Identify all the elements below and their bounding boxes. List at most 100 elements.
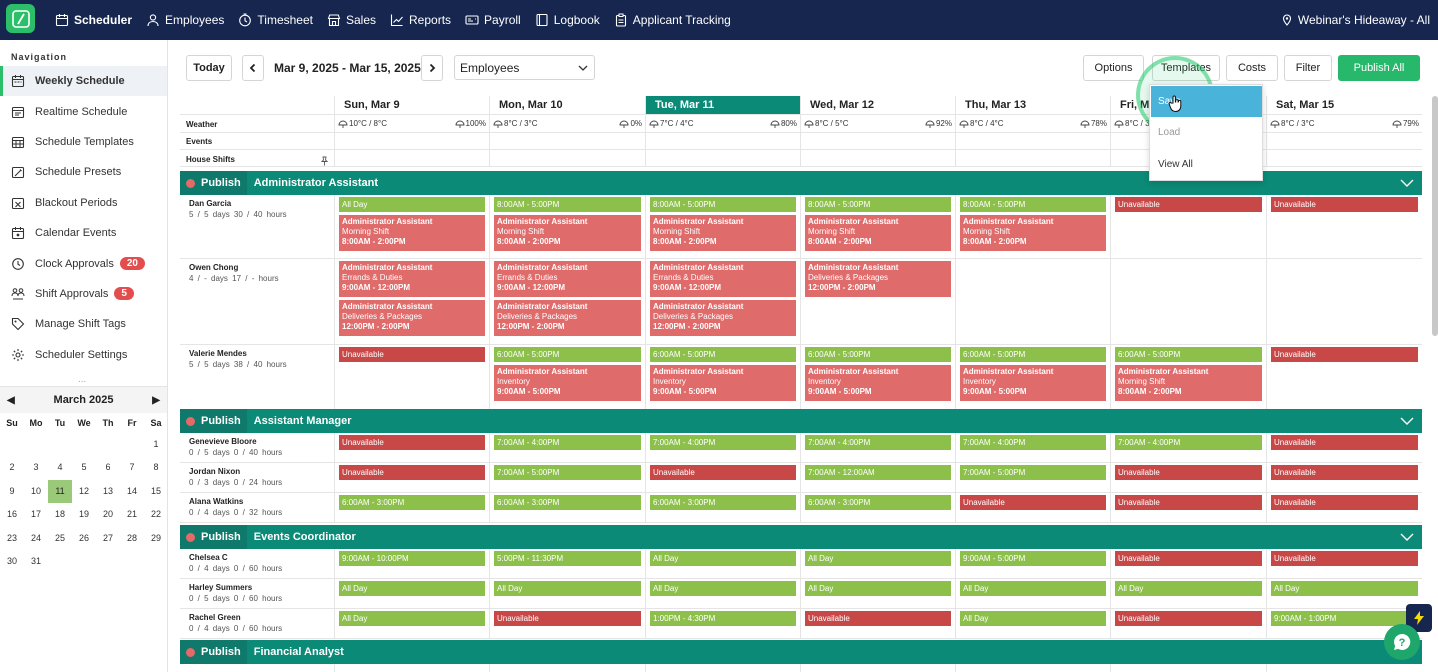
- scheduled-shift-card[interactable]: Administrator Assistant Errands & Duties 9…: [494, 261, 641, 297]
- availability-shift[interactable]: All Day: [960, 611, 1106, 626]
- unavailable-shift[interactable]: Unavailable: [339, 465, 485, 480]
- calendar-day[interactable]: 21: [126, 509, 137, 520]
- calendar-day[interactable]: 23: [6, 532, 17, 543]
- availability-shift[interactable]: All Day: [339, 197, 485, 212]
- scheduled-shift-card[interactable]: Administrator Assistant Morning Shift 8:00…: [650, 215, 796, 251]
- calendar-day[interactable]: 25: [54, 532, 65, 543]
- chevron-down-icon[interactable]: [1400, 531, 1414, 543]
- calendar-day[interactable]: 22: [150, 509, 161, 520]
- day-header[interactable]: Tue, Mar 11: [645, 96, 800, 114]
- availability-shift[interactable]: All Day: [650, 551, 796, 566]
- calendar-day[interactable]: 29: [150, 532, 161, 543]
- availability-shift[interactable]: All Day: [339, 611, 485, 626]
- group-publish-button[interactable]: Publish: [180, 640, 247, 664]
- employee-info[interactable]: Dan Garcia 5 / 5 days 30 / 40 hours: [189, 199, 287, 219]
- unavailable-shift[interactable]: Unavailable: [650, 465, 796, 480]
- scheduled-shift-card[interactable]: Administrator Assistant Deliveries & Pack…: [805, 261, 951, 297]
- availability-shift[interactable]: 8:00AM - 5:00PM: [960, 197, 1106, 212]
- availability-shift[interactable]: 6:00AM - 5:00PM: [494, 347, 641, 362]
- scheduled-shift-card[interactable]: Administrator Assistant Morning Shift 8:00…: [494, 215, 641, 251]
- availability-shift[interactable]: 8:00AM - 5:00PM: [650, 197, 796, 212]
- unavailable-shift[interactable]: Unavailable: [805, 611, 951, 626]
- unavailable-shift[interactable]: Unavailable: [1271, 495, 1418, 510]
- availability-shift[interactable]: 9:00AM - 10:00PM: [339, 551, 485, 566]
- sidebar-item-schedule-presets[interactable]: Schedule Presets: [0, 157, 167, 187]
- next-week-button[interactable]: [421, 55, 443, 81]
- unavailable-shift[interactable]: Unavailable: [1115, 465, 1262, 480]
- availability-shift[interactable]: All Day: [805, 581, 951, 596]
- calendar-day[interactable]: 11: [48, 479, 72, 504]
- availability-shift[interactable]: 5:00PM - 11:30PM: [494, 551, 641, 566]
- scheduled-shift-card[interactable]: Administrator Assistant Errands & Duties 9…: [650, 261, 796, 297]
- nav-applicant-tracking[interactable]: Applicant Tracking: [607, 0, 738, 40]
- day-header[interactable]: Sun, Mar 9: [334, 96, 489, 114]
- calendar-day[interactable]: 15: [150, 485, 161, 496]
- sidebar-item-realtime-schedule[interactable]: Realtime Schedule: [0, 96, 167, 126]
- unavailable-shift[interactable]: Unavailable: [339, 347, 485, 362]
- availability-shift[interactable]: 7:00AM - 5:00PM: [960, 465, 1106, 480]
- employee-info[interactable]: Owen Chong 4 / - days 17 / - hours: [189, 263, 279, 283]
- scheduled-shift-card[interactable]: Administrator Assistant Deliveries & Pack…: [650, 300, 796, 336]
- day-header[interactable]: Mon, Mar 10: [489, 96, 645, 114]
- sidebar-item-manage-shift-tags[interactable]: Manage Shift Tags: [0, 309, 167, 339]
- calendar-day[interactable]: 8: [153, 462, 159, 473]
- day-header[interactable]: Thu, Mar 13: [955, 96, 1110, 114]
- availability-shift[interactable]: 7:00AM - 4:00PM: [1115, 435, 1262, 450]
- availability-shift[interactable]: 1:00PM - 4:30PM: [650, 611, 796, 626]
- employee-info[interactable]: Alana Watkins 0 / 4 days 0 / 32 hours: [189, 497, 282, 517]
- availability-shift[interactable]: All Day: [494, 581, 641, 596]
- publish-all-button[interactable]: Publish All: [1338, 55, 1420, 81]
- availability-shift[interactable]: 7:00AM - 5:00PM: [494, 465, 641, 480]
- unavailable-shift[interactable]: Unavailable: [1115, 197, 1262, 212]
- calendar-day[interactable]: 7: [129, 462, 135, 473]
- availability-shift[interactable]: All Day: [1271, 581, 1418, 596]
- unavailable-shift[interactable]: Unavailable: [1115, 495, 1262, 510]
- availability-shift[interactable]: 7:00AM - 4:00PM: [650, 435, 796, 450]
- help-chat-button[interactable]: ?: [1384, 624, 1420, 660]
- unavailable-shift[interactable]: Unavailable: [1271, 551, 1418, 566]
- unavailable-shift[interactable]: Unavailable: [1271, 465, 1418, 480]
- dropdown-load-item[interactable]: Load: [1158, 127, 1181, 138]
- calendar-day[interactable]: 3: [33, 462, 39, 473]
- employee-info[interactable]: Valerie Mendes 5 / 5 days 38 / 40 hours: [189, 349, 287, 369]
- availability-shift[interactable]: 6:00AM - 3:00PM: [339, 495, 485, 510]
- group-publish-button[interactable]: Publish: [180, 409, 247, 433]
- calendar-day[interactable]: 30: [6, 555, 17, 566]
- scheduled-shift-card[interactable]: Administrator Assistant Inventory 9:00AM -…: [960, 365, 1106, 401]
- nav-reports[interactable]: Reports: [383, 0, 458, 40]
- calendar-day[interactable]: 9: [9, 485, 15, 496]
- availability-shift[interactable]: 7:00AM - 4:00PM: [805, 435, 951, 450]
- filter-button[interactable]: Filter: [1284, 55, 1332, 81]
- employee-info[interactable]: Chelsea C 0 / 4 days 0 / 60 hours: [189, 553, 282, 573]
- employee-info[interactable]: Genevieve Bloore 0 / 5 days 0 / 40 hours: [189, 437, 282, 457]
- scheduled-shift-card[interactable]: Administrator Assistant Morning Shift 8:00…: [960, 215, 1106, 251]
- unavailable-shift[interactable]: Unavailable: [1115, 551, 1262, 566]
- availability-shift[interactable]: All Day: [960, 581, 1106, 596]
- unavailable-shift[interactable]: Unavailable: [339, 435, 485, 450]
- scheduled-shift-card[interactable]: Administrator Assistant Inventory 9:00AM -…: [805, 365, 951, 401]
- nav-logbook[interactable]: Logbook: [528, 0, 607, 40]
- dropdown-save-item[interactable]: Save: [1151, 86, 1262, 117]
- scheduled-shift-card[interactable]: Administrator Assistant Deliveries & Pack…: [494, 300, 641, 336]
- nav-employees[interactable]: Employees: [139, 0, 231, 40]
- calendar-day[interactable]: 31: [30, 555, 41, 566]
- calendar-day[interactable]: 5: [81, 462, 87, 473]
- nav-sales[interactable]: Sales: [320, 0, 383, 40]
- employee-info[interactable]: Harley Summers 0 / 5 days 0 / 60 hours: [189, 583, 282, 603]
- calendar-day[interactable]: 12: [78, 485, 89, 496]
- day-header[interactable]: Sat, Mar 15: [1266, 96, 1422, 114]
- sidebar-item-blackout-periods[interactable]: Blackout Periods: [0, 188, 167, 218]
- scheduled-shift-card[interactable]: Administrator Assistant Morning Shift 8:00…: [339, 215, 485, 251]
- nav-timesheet[interactable]: Timesheet: [231, 0, 320, 40]
- calendar-day[interactable]: 24: [30, 532, 41, 543]
- availability-shift[interactable]: 8:00AM - 5:00PM: [805, 197, 951, 212]
- calendar-day[interactable]: 18: [54, 509, 65, 520]
- calendar-day[interactable]: 10: [30, 485, 41, 496]
- calendar-day[interactable]: 26: [78, 532, 89, 543]
- scheduled-shift-card[interactable]: Administrator Assistant Deliveries & Pack…: [339, 300, 485, 336]
- calendar-day[interactable]: 13: [102, 485, 113, 496]
- scheduled-shift-card[interactable]: Administrator Assistant Inventory 9:00AM -…: [650, 365, 796, 401]
- availability-shift[interactable]: All Day: [1115, 581, 1262, 596]
- availability-shift[interactable]: 7:00AM - 12:00AM: [805, 465, 951, 480]
- options-button[interactable]: Options: [1083, 55, 1144, 81]
